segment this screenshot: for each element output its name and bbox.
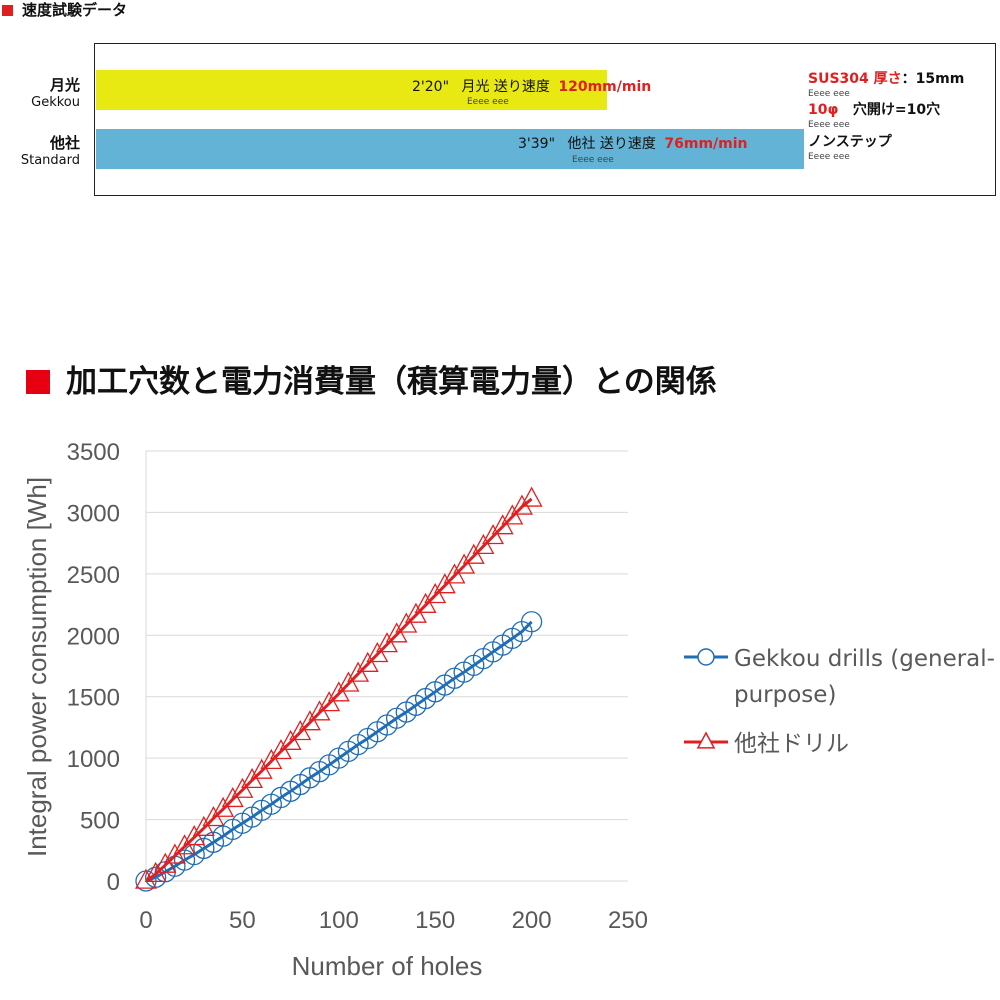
y-tick-label: 2500 [67,562,120,589]
data-point [395,612,418,633]
data-point [192,815,215,836]
y-tick-label: 1500 [67,685,120,712]
y-tick-label: 3000 [67,500,120,527]
condition-material: SUS304 厚さ：15mm [808,70,964,88]
data-point [520,611,543,633]
legend-label: 他社ドリル [734,731,849,757]
legend-label: Gekkou drills (general- [734,646,995,672]
x-tick-label: 0 [139,907,152,934]
legend-entry-1: 他社ドリル [684,731,849,757]
data-point [443,563,466,584]
standard-speed-bar [96,129,804,169]
data-point [501,504,524,525]
data-point [472,533,495,555]
data-point [433,573,456,594]
y-tick-label: 500 [80,808,120,835]
x-tick-label: 150 [415,907,455,934]
series-0 [135,611,543,892]
gekkou-time: 2'20" [412,79,450,95]
data-point [385,622,408,643]
standard-feed-speed: 76mm/min [664,136,748,152]
data-point [462,543,485,564]
y-tick-label: 2000 [67,623,120,650]
data-point [318,691,341,712]
y-tick-label: 3500 [67,439,120,466]
gekkou-feed-speed: 120mm/min [558,79,652,95]
data-point [424,582,447,604]
x-tick-label: 250 [608,907,648,934]
condition-eee-3: Eeee eee [808,152,850,162]
standard-sublabel: Standard [20,153,80,168]
y-axis-label: Integral power consumption [Wh] [22,477,52,857]
gekkou-sublabel: Gekkou [31,95,80,110]
y-tick-label: 1000 [67,746,120,773]
data-point [337,671,360,692]
gekkou-speed-bar [96,70,607,110]
legend-label: purpose) [734,682,836,708]
speed-test-panel [94,43,996,196]
data-point [327,681,350,702]
series-1 [135,486,543,889]
standard-feed-label: 他社 送り速度 [567,136,656,152]
data-point [510,494,533,515]
data-point [453,553,476,574]
gekkou-eee: Eeee eee [467,97,509,107]
standard-label: 他社 [49,134,80,152]
data-point [289,719,312,741]
data-point [491,514,514,535]
standard-eee: Eeee eee [572,155,614,165]
x-tick-label: 100 [319,907,359,934]
data-point [135,868,157,889]
data-point [366,641,389,663]
condition-holes: 10φ 穴開け=10穴 [808,101,940,119]
data-point [376,632,398,653]
data-point [279,729,302,750]
speed-section-title: 速度試験データ [22,1,128,19]
legend-entry-0: Gekkou drills (general-purpose) [684,646,995,708]
legend-marker-triangle-icon [696,731,716,749]
y-tick-label: 0 [107,869,120,896]
data-point [298,710,321,731]
data-point [347,661,370,682]
data-point [231,777,254,798]
data-point [414,592,437,613]
series-line [145,620,533,883]
diameter-value: 10φ [808,102,839,118]
gekkou-row-text: 2'20" 月光 送り速度 120mm/min [412,78,651,96]
data-point [482,524,505,545]
data-point [356,651,379,672]
data-point [260,748,283,770]
chart-section-marker-icon [26,370,50,394]
x-tick-label: 50 [229,907,256,934]
thickness-value: ：15mm [901,71,965,87]
data-point [520,486,543,507]
chart-section-title: 加工穴数と電力消費量（積算電力量）との関係 [66,364,717,400]
standard-time: 3'39" [518,136,556,152]
condition-eee-1: Eeee eee [808,89,850,99]
condition-eee-2: Eeee eee [808,120,850,130]
data-point [212,796,235,817]
data-point [404,602,427,623]
data-point [250,758,273,779]
gekkou-feed-label: 月光 送り速度 [461,79,550,95]
section-marker-icon [2,5,13,16]
gekkou-label: 月光 [49,76,80,94]
x-tick-label: 200 [512,907,552,934]
standard-row-text: 3'39" 他社 送り速度 76mm/min [518,135,748,153]
material-label: SUS304 厚さ [808,71,902,87]
holes-value: 穴開け=10穴 [852,102,941,118]
condition-step: ノンステップ [808,134,892,150]
x-axis-label: Number of holes [292,951,483,981]
legend-marker-circle-icon [697,648,715,666]
